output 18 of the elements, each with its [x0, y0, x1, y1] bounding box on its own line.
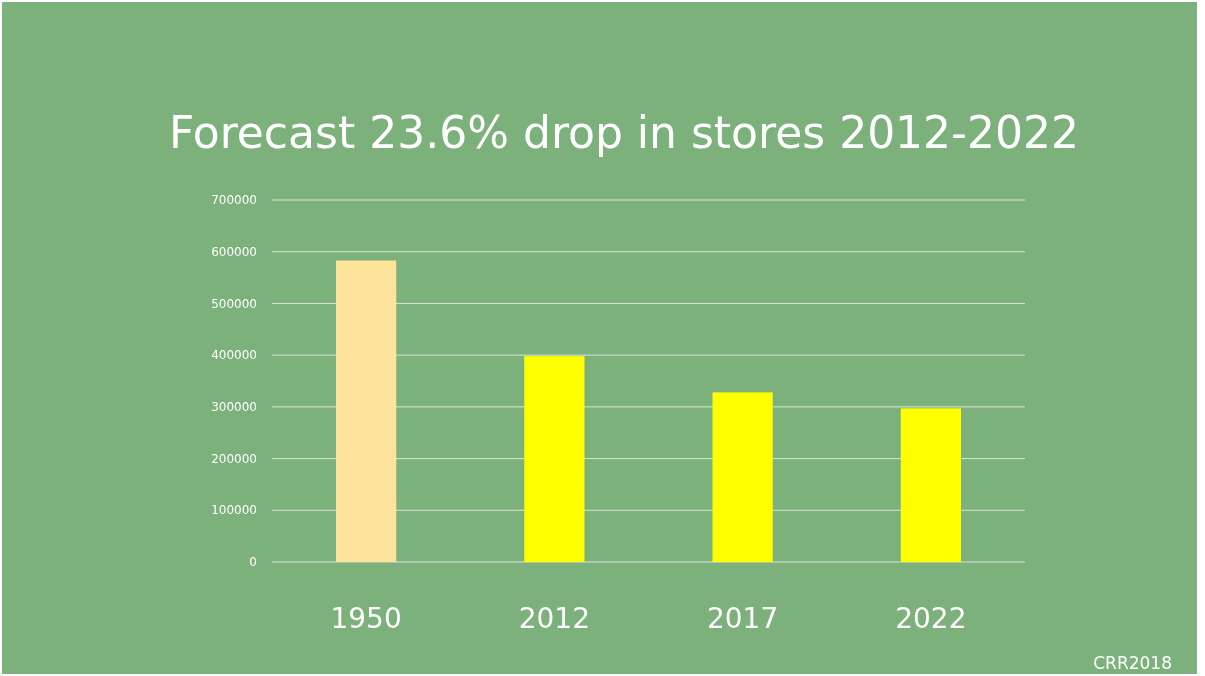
x-tick-label: 1950 [330, 602, 402, 635]
bar [336, 260, 397, 562]
y-tick-label: 600000 [211, 244, 257, 259]
x-tick-label: 2022 [895, 602, 967, 635]
x-tick-label: 2012 [518, 602, 591, 635]
bar [900, 408, 961, 562]
y-tick-label: 400000 [211, 348, 257, 363]
x-tick-label: 2017 [706, 602, 779, 635]
chart-title: Forecast 23.6% drop in stores 2012-2022 [169, 107, 1079, 158]
bar [712, 392, 773, 562]
y-tick-label: 300000 [211, 400, 257, 415]
text: CRR2018 [1093, 653, 1172, 673]
y-tick-label: 100000 [211, 503, 257, 518]
y-tick-label: 0 [249, 555, 257, 570]
y-tick-label: 200000 [211, 451, 257, 466]
y-tick-label: 500000 [211, 296, 257, 311]
y-tick-label: 700000 [211, 193, 257, 208]
bar [524, 356, 585, 562]
